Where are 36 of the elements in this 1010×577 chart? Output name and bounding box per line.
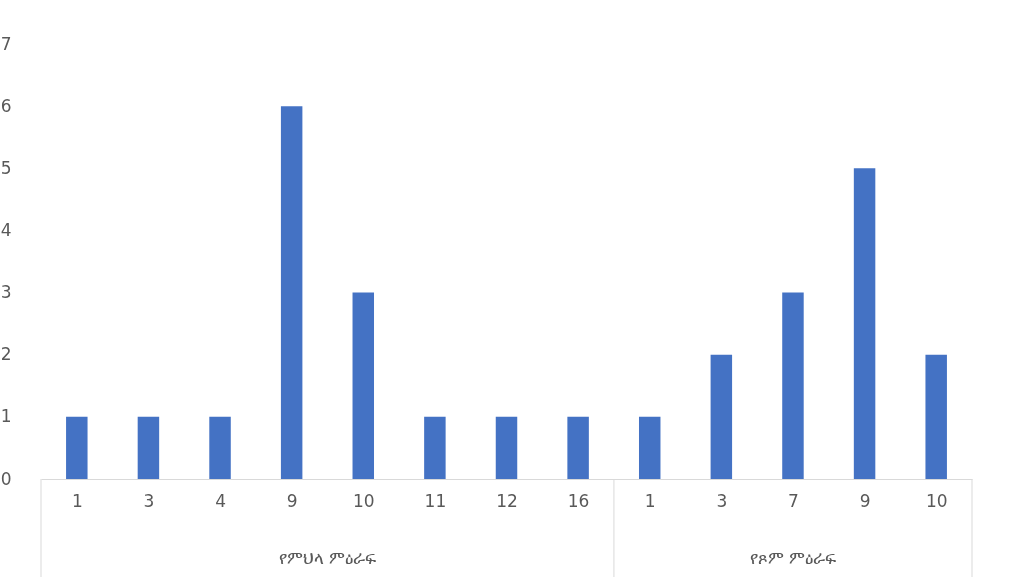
y-tick-label: 4 xyxy=(0,219,12,240)
y-tick-label: 2 xyxy=(0,344,12,365)
bar xyxy=(925,354,947,479)
text: የጾም ምዕራፍ xyxy=(749,548,838,568)
x-tick-label: 11 xyxy=(424,490,447,511)
bar xyxy=(567,416,589,479)
x-tick-label: 9 xyxy=(286,490,298,511)
bar xyxy=(710,354,733,479)
x-tick-label: 9 xyxy=(859,490,871,511)
y-tick-label: 0 xyxy=(0,468,12,489)
bar xyxy=(66,416,88,479)
x-tick-label: 12 xyxy=(496,490,518,511)
y-tick-label: 6 xyxy=(0,95,12,116)
bar xyxy=(782,292,804,479)
bar xyxy=(137,416,160,479)
x-tick-label: 4 xyxy=(215,490,226,511)
x-tick-label: 3 xyxy=(716,490,728,511)
x-tick-label: 10 xyxy=(925,490,948,511)
bar xyxy=(280,106,303,479)
bar xyxy=(352,292,375,479)
y-tick-label: 1 xyxy=(0,406,12,427)
bar xyxy=(638,416,661,479)
x-tick-label: 10 xyxy=(352,490,375,511)
x-tick-label: 1 xyxy=(71,490,83,511)
bar xyxy=(424,416,446,479)
x-tick-label: 1 xyxy=(644,490,656,511)
bar xyxy=(495,416,518,479)
y-tick-label: 3 xyxy=(0,282,12,303)
x-tick-label: 3 xyxy=(143,490,155,511)
bar xyxy=(853,168,876,479)
bar xyxy=(209,416,231,479)
y-tick-label: 5 xyxy=(0,157,12,178)
x-tick-label: 7 xyxy=(788,490,799,511)
y-tick-label: 7 xyxy=(0,33,12,54)
x-tick-label: 16 xyxy=(567,490,590,511)
text: የምህላ ምዕራፍ xyxy=(278,548,378,568)
